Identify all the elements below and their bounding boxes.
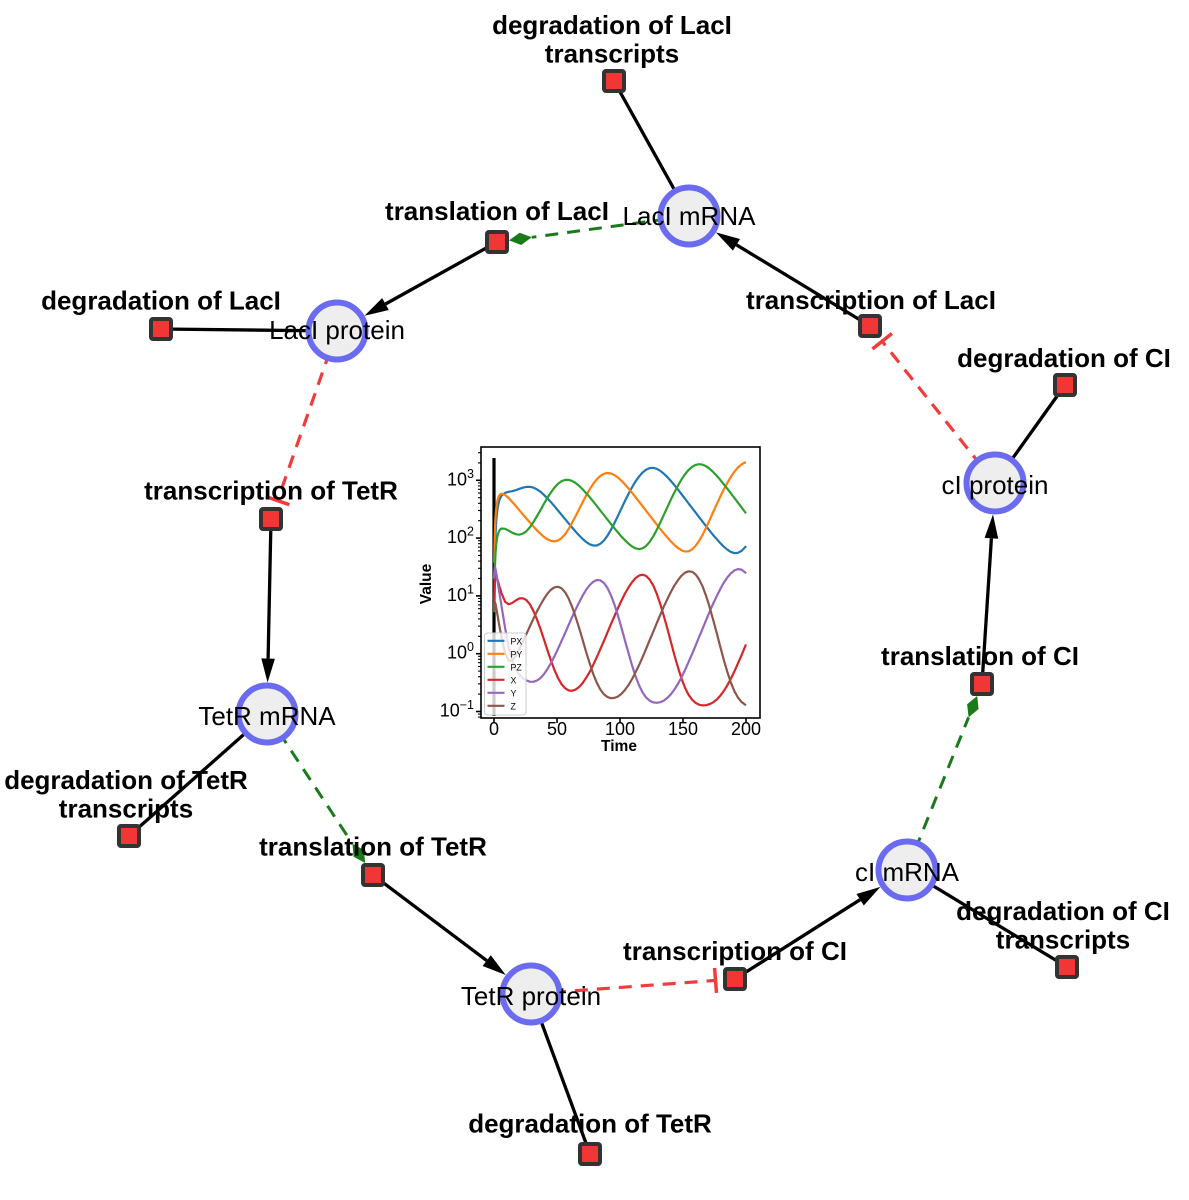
svg-text:0: 0 <box>489 719 499 739</box>
svg-text:Y: Y <box>511 688 517 698</box>
svg-text:TetR protein: TetR protein <box>461 981 601 1011</box>
svg-text:transcripts: transcripts <box>59 794 193 824</box>
svg-text:PX: PX <box>511 636 523 646</box>
svg-text:100: 100 <box>605 719 635 739</box>
svg-text:PZ: PZ <box>511 662 523 672</box>
svg-text:LacI mRNA: LacI mRNA <box>623 201 757 231</box>
svg-text:transcription of TetR: transcription of TetR <box>144 476 398 506</box>
svg-text:50: 50 <box>547 719 567 739</box>
svg-text:TetR mRNA: TetR mRNA <box>198 701 336 731</box>
svg-text:degradation of TetR: degradation of TetR <box>4 765 248 795</box>
svg-text:PY: PY <box>511 649 523 659</box>
svg-text:transcription of LacI: transcription of LacI <box>746 285 996 315</box>
svg-text:LacI protein: LacI protein <box>269 315 405 345</box>
svg-text:translation of TetR: translation of TetR <box>259 832 487 862</box>
svg-text:Z: Z <box>511 701 517 711</box>
svg-text:degradation of LacI: degradation of LacI <box>41 286 281 316</box>
svg-text:degradation of TetR: degradation of TetR <box>468 1109 712 1139</box>
svg-text:Value: Value <box>418 563 435 604</box>
svg-text:cI mRNA: cI mRNA <box>855 857 960 887</box>
svg-text:translation of LacI: translation of LacI <box>385 196 609 226</box>
svg-text:cI protein: cI protein <box>942 470 1049 500</box>
svg-text:transcripts: transcripts <box>545 39 679 69</box>
svg-text:transcription of CI: transcription of CI <box>623 936 847 966</box>
svg-text:translation of CI: translation of CI <box>881 641 1079 671</box>
svg-text:degradation of CI: degradation of CI <box>956 896 1170 926</box>
svg-text:200: 200 <box>731 719 761 739</box>
svg-text:degradation of LacI: degradation of LacI <box>492 10 732 40</box>
svg-text:transcripts: transcripts <box>996 925 1130 955</box>
svg-text:Time: Time <box>601 738 637 755</box>
svg-text:X: X <box>511 675 517 685</box>
svg-text:150: 150 <box>668 719 698 739</box>
svg-text:degradation of CI: degradation of CI <box>957 343 1171 373</box>
